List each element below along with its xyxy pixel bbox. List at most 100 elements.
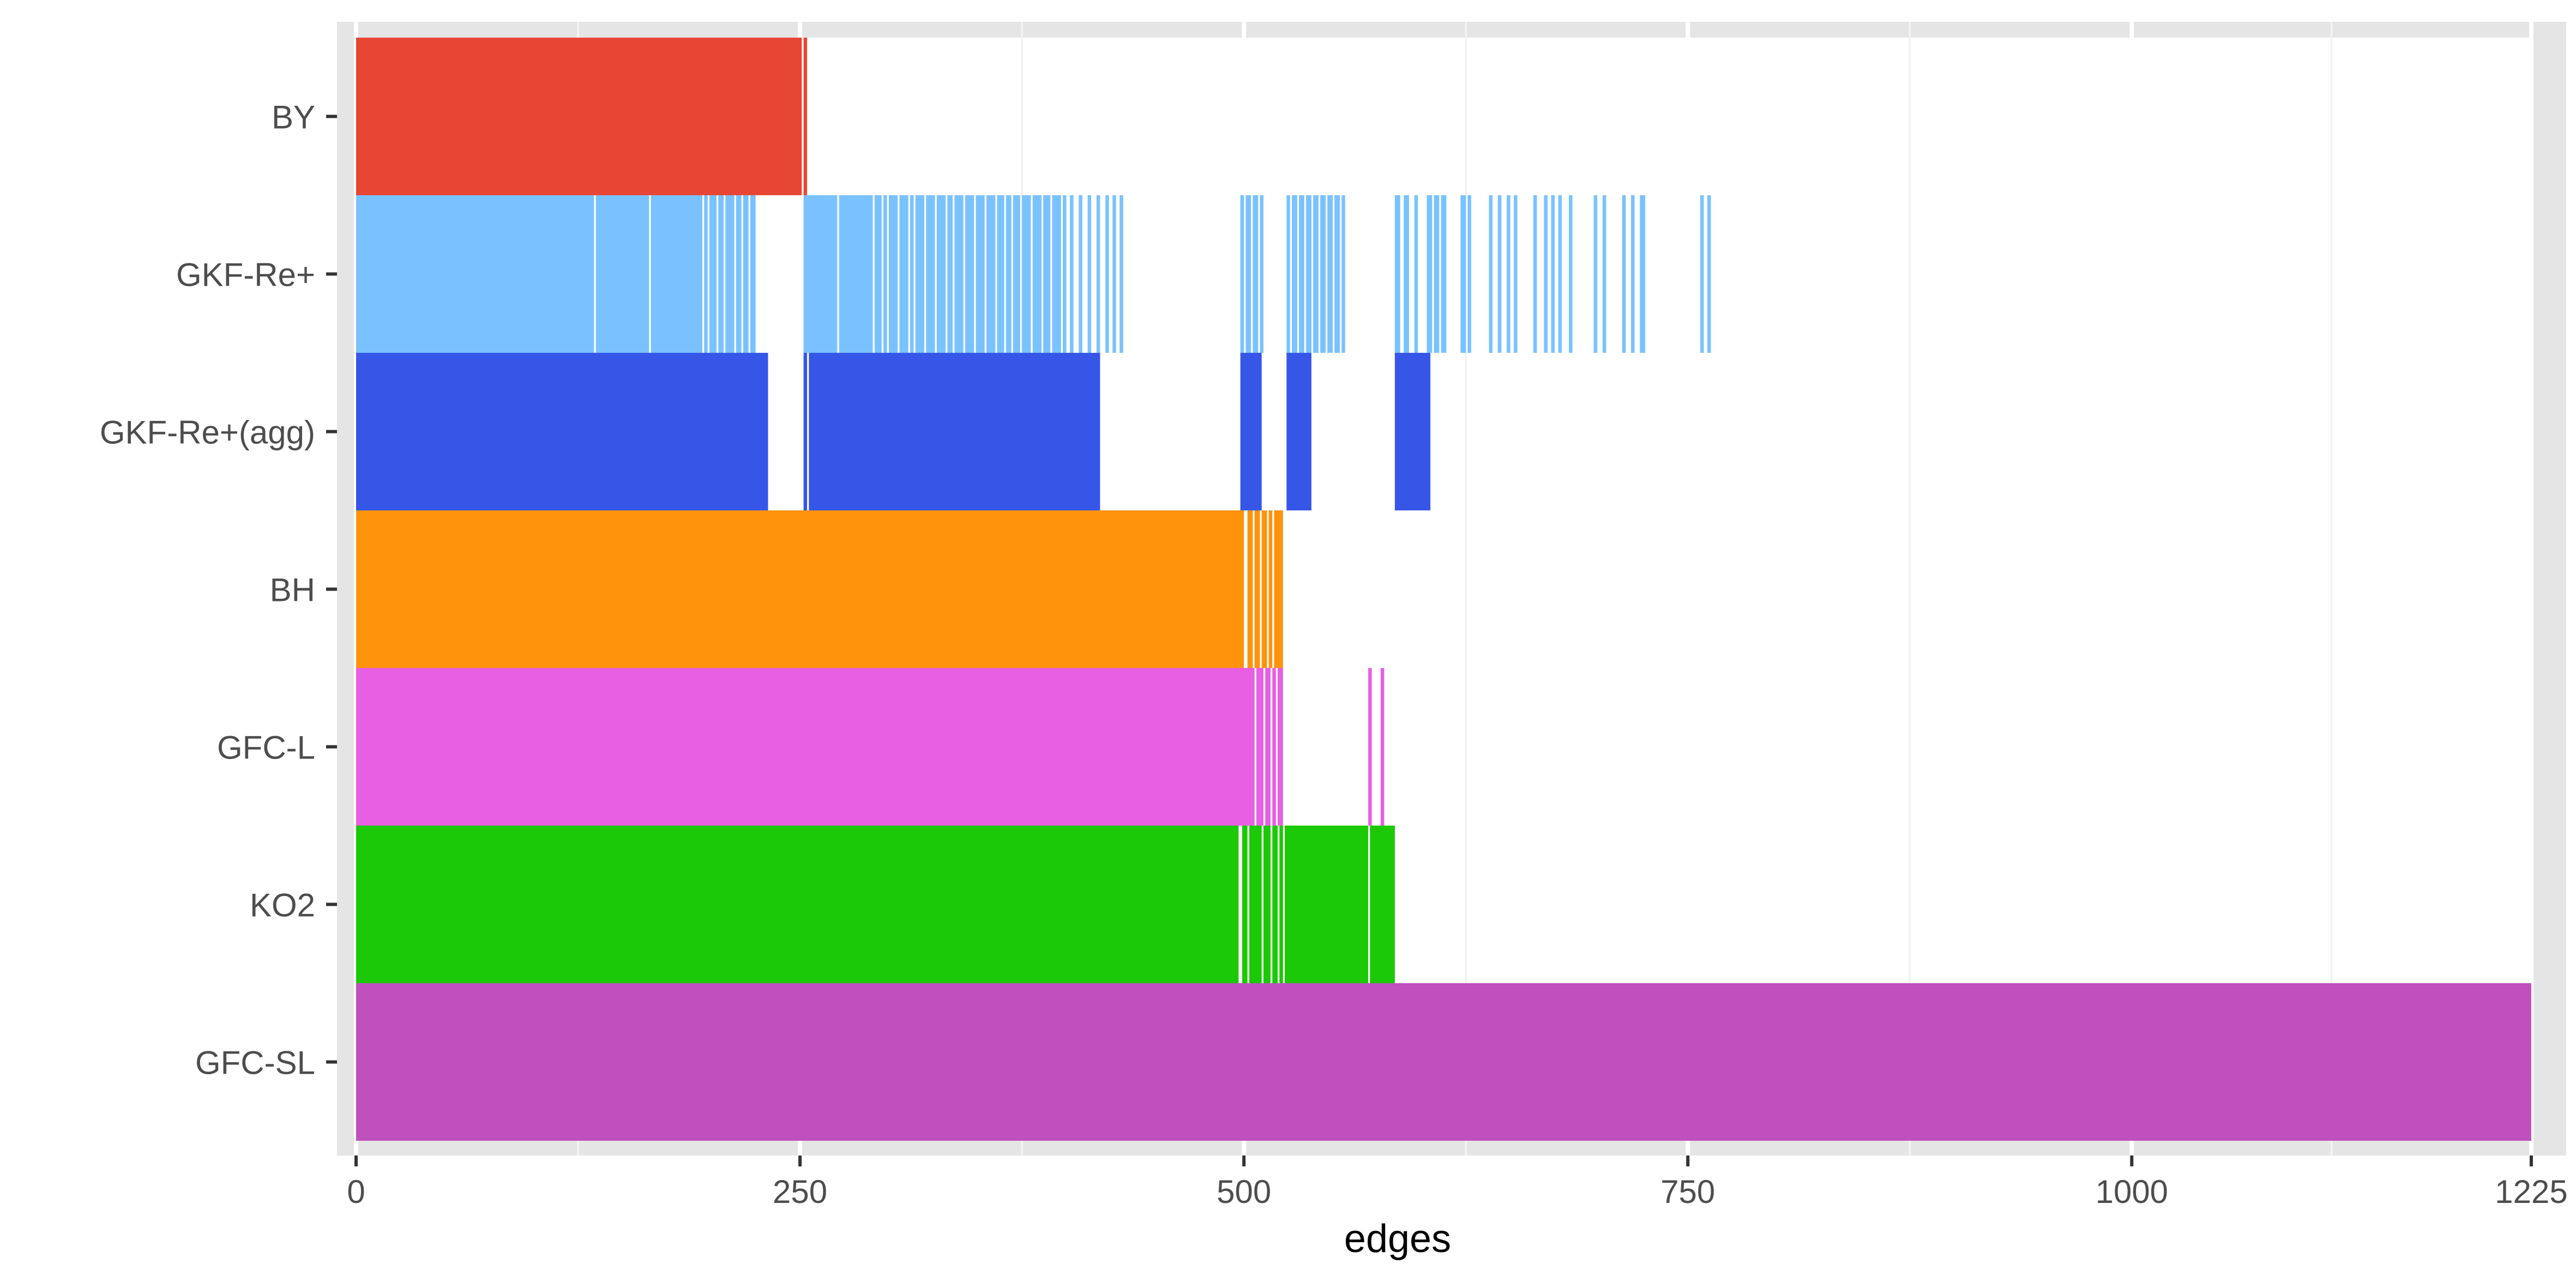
bar-segment — [1640, 195, 1646, 353]
bar-segment — [1514, 195, 1518, 353]
bar-segment — [1533, 195, 1537, 353]
bar-segment — [1260, 195, 1263, 353]
bar-segment — [1279, 826, 1283, 983]
bar-segment — [1306, 195, 1311, 353]
bar-segment — [1263, 826, 1271, 983]
series-GFC-L — [356, 668, 1385, 826]
bar-segment — [1285, 826, 1369, 983]
bar-segment — [356, 983, 2531, 1141]
bar-segment — [1558, 195, 1562, 353]
bar-segment — [1427, 195, 1433, 353]
bar-segment — [356, 195, 594, 353]
bar-segment — [1544, 195, 1548, 353]
bar-segment — [1105, 195, 1109, 353]
series-BH — [356, 510, 1283, 668]
x-tick-label: 1225 — [2495, 1173, 2567, 1210]
series-KO2 — [356, 826, 1395, 983]
bar-segment — [1272, 826, 1278, 983]
bar-segment — [1370, 826, 1395, 983]
bar-segment — [1467, 195, 1471, 353]
bar-segment — [718, 195, 724, 353]
bar-segment — [356, 826, 1239, 983]
bar-segment — [1087, 195, 1092, 353]
bar-segment — [1292, 195, 1297, 353]
bar-segment — [1006, 195, 1012, 353]
bar-segment — [1268, 510, 1273, 668]
bar-segment — [986, 195, 996, 353]
bar-segment — [1380, 668, 1385, 826]
y-tick-label: GKF-Re+(agg) — [100, 414, 315, 451]
bar-segment — [1278, 668, 1283, 826]
bar-segment — [1569, 195, 1573, 353]
x-tick-label: 500 — [1217, 1173, 1271, 1210]
bar-segment — [1022, 195, 1031, 353]
bar-segment — [803, 38, 808, 195]
bar-segment — [595, 195, 649, 353]
bar-segment — [803, 353, 808, 510]
bar-segment — [910, 195, 914, 353]
bar-segment — [750, 195, 756, 353]
bar-segment — [899, 195, 908, 353]
bar-segment — [1404, 195, 1410, 353]
bar-segment — [1079, 195, 1082, 353]
bar-segment — [1249, 826, 1262, 983]
bar-segment — [709, 195, 717, 353]
bar-segment — [915, 195, 925, 353]
bar-segment — [1434, 195, 1440, 353]
bar-segment — [947, 195, 953, 353]
bar-segment — [1414, 195, 1418, 353]
y-tick-label: BY — [272, 99, 315, 136]
bar-segment — [1032, 195, 1042, 353]
bar-segment — [1593, 195, 1598, 353]
bar-segment — [1013, 195, 1020, 353]
y-tick-label: GFC-L — [217, 730, 315, 766]
bar-segment — [743, 195, 749, 353]
bar-segment — [1286, 195, 1290, 353]
bar-segment — [883, 195, 887, 353]
bar-segment — [1460, 195, 1466, 353]
bar-segment — [1327, 195, 1333, 353]
bar-segment — [1254, 510, 1260, 668]
bar-segment — [1256, 668, 1263, 826]
y-tick-label: BH — [270, 572, 315, 609]
x-tick-label: 0 — [347, 1173, 365, 1210]
bar-segment — [1320, 195, 1326, 353]
bar-segment — [1063, 195, 1067, 353]
bar-segment — [1240, 195, 1244, 353]
bar-segment — [965, 195, 974, 353]
bar-segment — [839, 195, 873, 353]
bar-segment — [356, 38, 802, 195]
bar-segment — [1441, 195, 1447, 353]
bar-segment — [1622, 195, 1626, 353]
bar-segment — [1120, 195, 1123, 353]
bar-segment — [1112, 195, 1116, 353]
bar-segment — [1247, 510, 1253, 668]
bar-segment — [1341, 195, 1345, 353]
bar-segment — [1286, 353, 1311, 510]
bar-segment — [1299, 195, 1304, 353]
bar-segment — [356, 510, 1244, 668]
bar-segment — [1261, 510, 1267, 668]
bar-segment — [874, 195, 882, 353]
bar-segment — [803, 195, 838, 353]
bar-segment — [1242, 826, 1248, 983]
bar-segment — [1265, 668, 1271, 826]
series-BY — [356, 38, 808, 195]
bar-segment — [1700, 195, 1704, 353]
bar-segment — [725, 195, 735, 353]
bar-segment — [1253, 195, 1259, 353]
x-axis: 0 250 500 750 1000 1225 — [347, 1155, 2568, 1210]
bar-segment — [704, 195, 708, 353]
series-GFC-SL — [356, 983, 2531, 1141]
bar-segment — [936, 195, 946, 353]
series-GKF-Re+(agg) — [356, 353, 1431, 510]
bar-segment — [1070, 195, 1074, 353]
bar-segment — [1394, 195, 1400, 353]
x-tick-label: 750 — [1660, 1173, 1715, 1210]
y-tick-label: GKF-Re+ — [176, 257, 315, 293]
x-tick-label: 250 — [773, 1173, 827, 1210]
bar-segment — [1043, 195, 1051, 353]
bar-segment — [1551, 195, 1555, 353]
bar-segment — [809, 353, 1100, 510]
